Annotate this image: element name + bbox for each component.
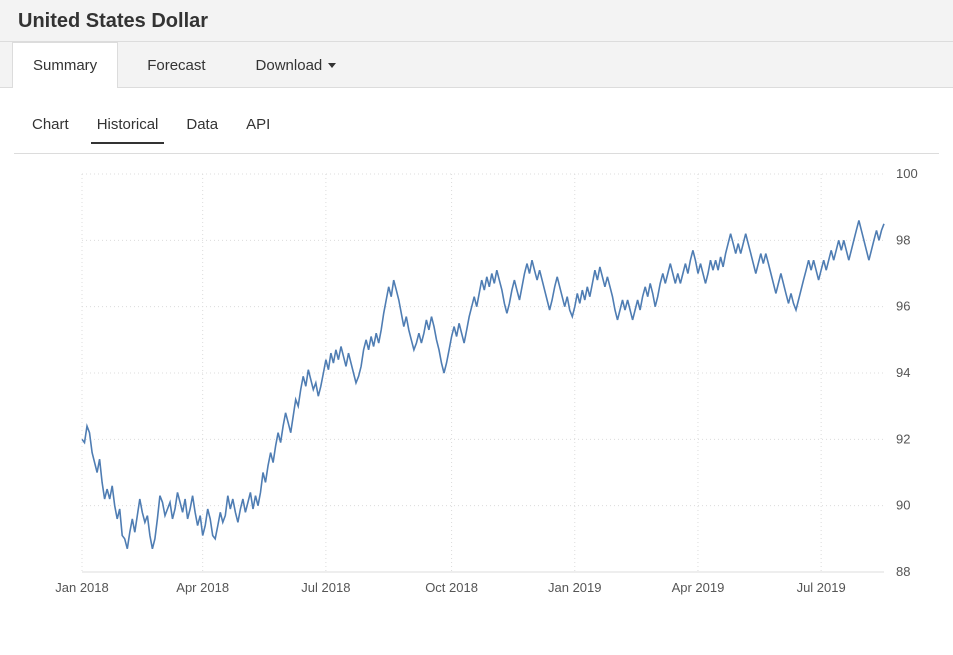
main-tab-forecast[interactable]: Forecast: [126, 42, 226, 88]
main-tab-summary[interactable]: Summary: [12, 42, 118, 88]
chart-container: 88 90 92 94 96 98 100 Jan 2018 Apr 2018 Jul 2018 O…: [0, 154, 953, 614]
y-axis-label: 96: [896, 299, 910, 314]
sub-tabs: Chart Historical Data API: [14, 88, 939, 154]
y-axis-label: 88: [896, 564, 910, 579]
dollar-index-line-chart: 88 90 92 94 96 98 100 Jan 2018 Apr 2018 Jul 2018 O…: [14, 164, 934, 614]
y-axis-label: 94: [896, 365, 910, 380]
sub-tab-chart[interactable]: Chart: [32, 116, 69, 143]
main-tabs: Summary Forecast Download: [0, 42, 953, 88]
dollar-index-series: [82, 220, 884, 548]
sub-tab-historical[interactable]: Historical: [97, 116, 159, 143]
x-axis-label: Apr 2019: [672, 580, 725, 595]
x-axis-label: Jul 2018: [301, 580, 350, 595]
page-title: United States Dollar: [18, 10, 935, 33]
x-axis-label: Jul 2019: [797, 580, 846, 595]
caret-down-icon: [328, 63, 336, 68]
x-axis-label: Jan 2019: [548, 580, 602, 595]
main-tab-label: Forecast: [147, 57, 205, 74]
main-tab-label: Download: [256, 57, 323, 74]
page-header: United States Dollar: [0, 0, 953, 42]
main-tab-download[interactable]: Download: [235, 42, 358, 88]
y-axis-label: 92: [896, 431, 910, 446]
x-axis-label: Apr 2018: [176, 580, 229, 595]
y-axis-label: 100: [896, 166, 918, 181]
y-axis-label: 98: [896, 232, 910, 247]
sub-tab-data[interactable]: Data: [186, 116, 218, 143]
x-axis-label: Jan 2018: [55, 580, 109, 595]
x-axis-label: Oct 2018: [425, 580, 478, 595]
y-axis-label: 90: [896, 498, 910, 513]
sub-tab-api[interactable]: API: [246, 116, 270, 143]
main-tab-label: Summary: [33, 57, 97, 74]
